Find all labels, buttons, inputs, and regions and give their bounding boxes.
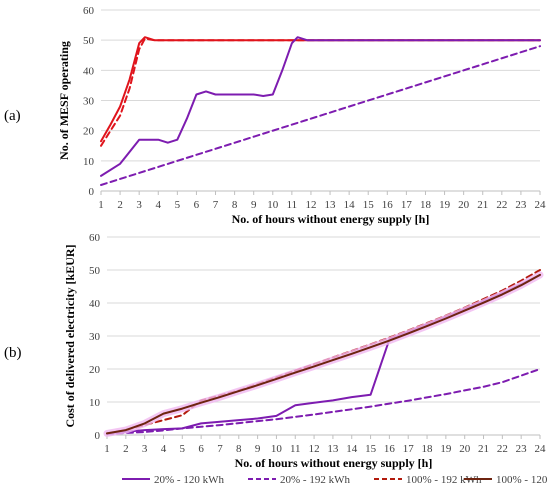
y-axis-title: No. of MESF operating [57, 41, 71, 160]
x-tick-label: 17 [403, 443, 415, 455]
x-tick-label: 14 [346, 443, 358, 455]
x-tick-label: 8 [232, 199, 238, 211]
legend-label: 20% - 120 kWh [154, 474, 224, 486]
y-axis-title: Cost of delivered electricity [kEUR] [63, 244, 77, 427]
x-tick-label: 12 [309, 443, 320, 455]
x-tick-label: 2 [123, 443, 129, 455]
y-tick-label: 0 [89, 186, 95, 198]
x-tick-label: 8 [236, 443, 242, 455]
x-tick-label: 13 [327, 443, 339, 455]
x-tick-label: 11 [287, 199, 298, 211]
x-tick-label: 2 [117, 199, 123, 211]
x-tick-label: 1 [98, 199, 104, 211]
x-tick-label: 13 [325, 199, 337, 211]
x-tick-label: 4 [156, 199, 162, 211]
x-tick-label: 6 [194, 199, 200, 211]
series-line [106, 368, 541, 435]
y-tick-label: 20 [83, 126, 95, 138]
x-tick-label: 22 [497, 443, 508, 455]
x-tick-label: 3 [136, 199, 142, 211]
x-axis-title: No. of hours without energy supply [h] [232, 212, 430, 226]
legend-label: 20% - 192 kWh [280, 474, 350, 486]
x-tick-label: 5 [180, 443, 186, 455]
y-tick-label: 60 [83, 5, 95, 17]
x-tick-label: 15 [363, 199, 375, 211]
x-tick-label: 14 [344, 199, 356, 211]
y-tick-label: 10 [83, 156, 95, 168]
x-tick-label: 21 [478, 443, 489, 455]
x-tick-label: 11 [290, 443, 301, 455]
x-tick-label: 18 [420, 199, 432, 211]
y-tick-label: 10 [89, 397, 101, 409]
x-tick-label: 22 [496, 199, 507, 211]
y-tick-label: 50 [89, 265, 101, 277]
x-tick-label: 9 [255, 443, 261, 455]
x-tick-label: 23 [516, 443, 528, 455]
x-tick-label: 18 [422, 443, 434, 455]
legend-label: 100% - 192 kWh [406, 474, 482, 486]
x-tick-label: 19 [440, 443, 452, 455]
x-tick-label: 19 [439, 199, 451, 211]
y-tick-label: 30 [89, 331, 101, 343]
x-tick-label: 20 [458, 199, 470, 211]
x-tick-label: 5 [175, 199, 181, 211]
series-line [100, 37, 541, 147]
legend-label: 100% - 120 kWh [496, 474, 550, 486]
series-line [106, 273, 541, 435]
panel-label-b: (b) [4, 345, 22, 361]
y-tick-label: 50 [83, 35, 95, 47]
x-tick-label: 12 [305, 199, 316, 211]
x-tick-label: 7 [213, 199, 219, 211]
x-tick-label: 24 [535, 443, 547, 455]
series-glow [103, 271, 544, 437]
x-tick-label: 1 [104, 443, 110, 455]
x-tick-label: 7 [217, 443, 223, 455]
x-tick-label: 3 [142, 443, 148, 455]
x-tick-label: 10 [267, 199, 279, 211]
x-tick-label: 4 [161, 443, 167, 455]
x-tick-label: 9 [251, 199, 257, 211]
x-tick-label: 21 [477, 199, 488, 211]
x-tick-label: 17 [401, 199, 413, 211]
x-tick-label: 23 [515, 199, 527, 211]
x-tick-label: 24 [535, 199, 547, 211]
y-tick-label: 0 [95, 430, 101, 442]
x-tick-label: 20 [459, 443, 471, 455]
y-tick-label: 40 [83, 65, 95, 77]
y-tick-label: 20 [89, 364, 101, 376]
y-tick-label: 60 [89, 232, 101, 244]
y-tick-label: 40 [89, 298, 101, 310]
x-tick-label: 16 [382, 199, 394, 211]
x-tick-label: 15 [365, 443, 377, 455]
x-tick-label: 16 [384, 443, 396, 455]
series-line [100, 36, 541, 143]
x-axis-title: No. of hours without energy supply [h] [235, 456, 433, 470]
x-tick-label: 10 [271, 443, 283, 455]
panel-label-a: (a) [4, 108, 21, 124]
x-tick-label: 6 [198, 443, 204, 455]
y-tick-label: 30 [83, 96, 95, 108]
series-line [100, 45, 541, 186]
series-line [100, 36, 541, 177]
